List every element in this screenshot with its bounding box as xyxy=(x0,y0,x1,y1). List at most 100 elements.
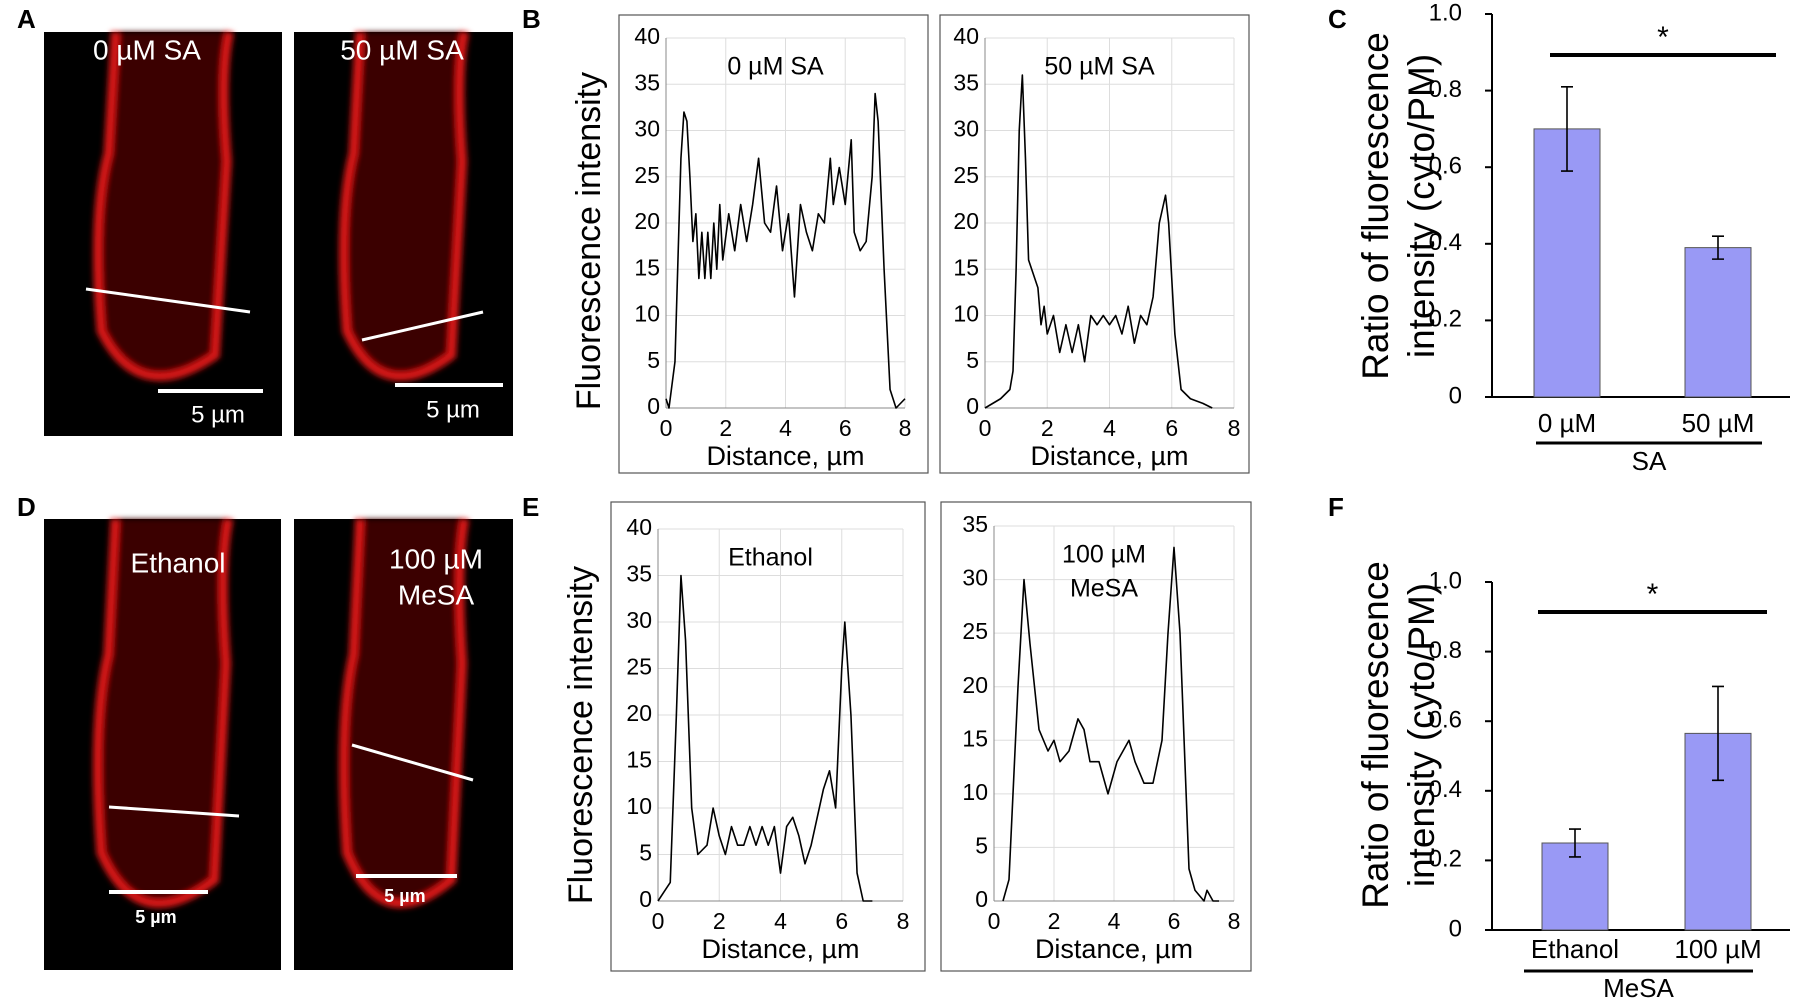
y-tick-label: 5 xyxy=(975,833,988,859)
scale-bar-label: 5 µm xyxy=(135,907,176,927)
y-axis-label: Fluorescence intensity xyxy=(562,566,600,904)
error-bar xyxy=(1569,828,1581,858)
measure-line xyxy=(85,287,251,314)
y-tick-label: 35 xyxy=(953,69,979,95)
y-tick-label: 15 xyxy=(626,747,652,773)
y-tick-label: 15 xyxy=(953,254,979,280)
y-tick-label: 0 xyxy=(639,886,652,912)
scale-bar-label: 5 µm xyxy=(191,401,245,428)
significance-mark: * xyxy=(1657,21,1669,54)
x-tick-label: 2 xyxy=(1041,415,1054,441)
micrograph-label: 50 µM SA xyxy=(340,34,464,65)
y-tick-label: 40 xyxy=(953,23,979,49)
error-bar xyxy=(1712,235,1724,260)
panel-frame xyxy=(939,14,1250,474)
x-tick-label: 4 xyxy=(1108,908,1121,934)
y-tick-label: 40 xyxy=(634,23,660,49)
y-tick-label: 10 xyxy=(634,301,660,327)
y-axis-label: intensity (cyto/PM) xyxy=(1401,583,1442,887)
y-tick-label: 35 xyxy=(962,511,988,537)
x-axis-label: Distance, µm xyxy=(1035,934,1193,964)
group-label: MeSA xyxy=(1603,973,1674,1003)
x-tick-label: 8 xyxy=(1228,415,1241,441)
micrograph-label: Ethanol xyxy=(131,547,226,578)
y-tick-label: 0 xyxy=(975,886,988,912)
cell xyxy=(93,30,235,381)
y-axis-label: intensity (cyto/PM) xyxy=(1401,54,1442,358)
y-tick-label: 30 xyxy=(634,116,660,142)
chart-title: 100 µM xyxy=(1062,541,1146,569)
y-axis-label: Ratio of fluorescence xyxy=(1355,32,1396,380)
line-series xyxy=(1002,546,1219,902)
x-tick-label: 2 xyxy=(1048,908,1061,934)
y-tick-label: 5 xyxy=(966,347,979,373)
chart-title: MeSA xyxy=(1070,575,1138,603)
x-tick-label: 2 xyxy=(713,908,726,934)
x-tick-label: 0 xyxy=(979,415,992,441)
y-tick-label: 0.4 xyxy=(1429,776,1462,803)
y-tick-label: 0 xyxy=(1449,382,1462,409)
line-series xyxy=(657,574,873,902)
x-axis-label: Distance, µm xyxy=(1030,441,1188,471)
y-tick-label: 5 xyxy=(647,347,660,373)
x-tick-label: 8 xyxy=(897,908,910,934)
y-tick-label: 0.2 xyxy=(1429,846,1462,873)
y-tick-label: 0.8 xyxy=(1429,76,1462,103)
line-series xyxy=(984,74,1213,409)
x-tick-label: Ethanol xyxy=(1531,934,1619,964)
y-tick-label: 10 xyxy=(626,793,652,819)
error-bar xyxy=(1712,685,1724,782)
panel-frame xyxy=(618,14,929,474)
x-tick-label: 4 xyxy=(1103,415,1116,441)
measure-line xyxy=(108,805,240,818)
x-axis-label: Distance, µm xyxy=(701,934,859,964)
y-axis-label: Fluorescence intensity xyxy=(570,72,608,410)
panel-frame xyxy=(940,501,1252,972)
y-tick-label: 0 xyxy=(966,393,979,419)
x-tick-label: 6 xyxy=(1168,908,1181,934)
measure-line xyxy=(361,310,484,342)
y-tick-label: 0.8 xyxy=(1429,637,1462,664)
line-series xyxy=(665,92,906,409)
significance-mark: * xyxy=(1647,578,1659,611)
panel-frame xyxy=(610,501,926,972)
y-tick-label: 0.2 xyxy=(1429,306,1462,333)
panel-label: F xyxy=(1328,492,1344,522)
x-tick-label: 6 xyxy=(835,908,848,934)
y-tick-label: 0.4 xyxy=(1429,229,1462,256)
y-tick-label: 20 xyxy=(634,208,660,234)
y-tick-label: 15 xyxy=(634,254,660,280)
y-tick-label: 25 xyxy=(953,162,979,188)
bar xyxy=(1533,128,1601,398)
x-tick-label: 0 xyxy=(988,908,1001,934)
y-tick-label: 25 xyxy=(634,162,660,188)
y-tick-label: 15 xyxy=(962,725,988,751)
x-tick-label: 8 xyxy=(1228,908,1241,934)
y-tick-label: 30 xyxy=(962,565,988,591)
y-tick-label: 5 xyxy=(639,840,652,866)
x-tick-label: 50 µM xyxy=(1682,408,1755,438)
panel-label: D xyxy=(17,492,36,522)
x-tick-label: 8 xyxy=(899,415,912,441)
y-tick-label: 20 xyxy=(962,672,988,698)
y-tick-label: 30 xyxy=(626,607,652,633)
y-tick-label: 10 xyxy=(953,301,979,327)
x-tick-label: 4 xyxy=(779,415,792,441)
y-tick-label: 40 xyxy=(626,514,652,540)
y-tick-label: 0.6 xyxy=(1429,707,1462,734)
y-tick-label: 35 xyxy=(634,69,660,95)
y-tick-label: 0 xyxy=(1449,915,1462,942)
panel-label: C xyxy=(1328,4,1347,34)
panel-label: B xyxy=(522,4,541,34)
y-tick-label: 1.0 xyxy=(1429,567,1462,594)
x-tick-label: 6 xyxy=(1165,415,1178,441)
micrograph-label: 100 µM xyxy=(389,543,483,574)
panel-label: A xyxy=(17,4,36,34)
measure-line xyxy=(351,743,474,782)
error-bar xyxy=(1561,85,1573,172)
x-axis-label: Distance, µm xyxy=(706,441,864,471)
bar xyxy=(1684,247,1752,398)
y-axis-label: Ratio of fluorescence xyxy=(1355,561,1396,909)
x-tick-label: 4 xyxy=(774,908,787,934)
